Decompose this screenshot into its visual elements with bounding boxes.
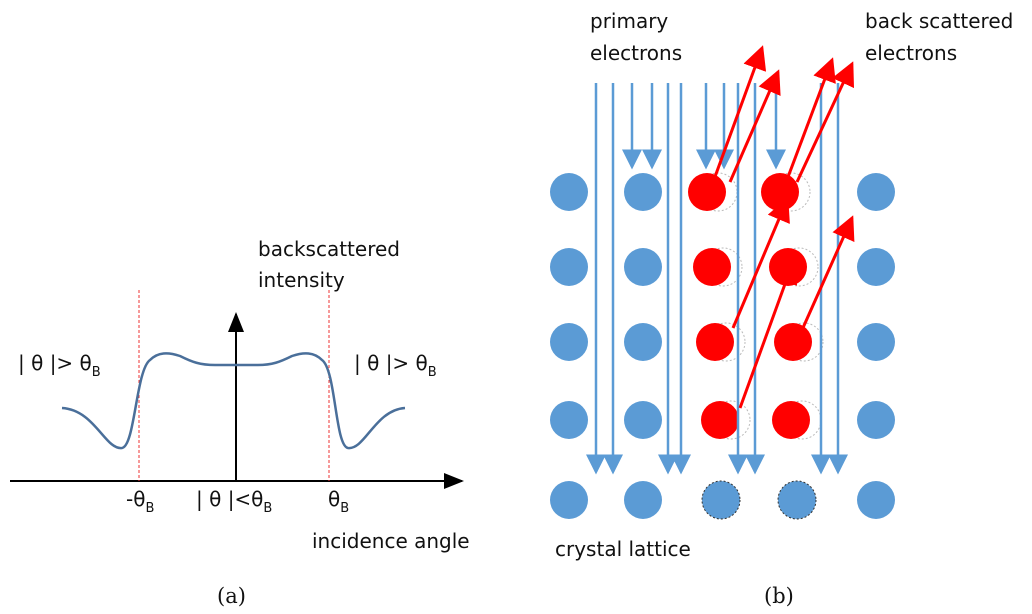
atom [857,481,895,519]
atom [550,401,588,439]
tick-label: -θB [126,487,154,516]
displaced-atom [761,173,799,211]
label: primary [590,9,668,33]
y-label: backscattered [258,237,400,261]
panel-b: primary electrons back scattered electro… [550,9,1013,608]
atom [778,481,816,519]
atom [624,481,662,519]
atom [550,323,588,361]
label: back scattered [865,9,1013,33]
panel-a: backscattered intensity | θ |> θB | θ |>… [10,237,470,608]
atom [550,173,588,211]
atom [624,173,662,211]
scatter-arrow [802,218,852,330]
displaced-atom [696,323,734,361]
atom [624,401,662,439]
displaced-atom [688,173,726,211]
atom [857,323,895,361]
atom [550,248,588,286]
x-label: incidence angle [312,529,470,553]
atom [857,401,895,439]
figure: backscattered intensity | θ |> θB | θ |>… [0,0,1032,614]
label: electrons [590,41,682,65]
label: electrons [865,41,957,65]
tick-label: θB [328,487,349,516]
caption: (b) [764,584,794,608]
label: crystal lattice [555,537,691,561]
displaced-atom [693,248,731,286]
region-label: | θ |> θB [18,351,101,380]
atom [857,173,895,211]
atom [624,323,662,361]
region-label: | θ |<θB [196,487,272,516]
displaced-atom [701,401,739,439]
atom [550,481,588,519]
atom [624,248,662,286]
displaced-atom [772,401,810,439]
region-label: | θ |> θB [354,351,437,380]
displaced-atom [769,248,807,286]
atom [857,248,895,286]
displaced-atom [774,323,812,361]
atom [702,481,740,519]
y-label: intensity [258,268,345,292]
caption: (a) [217,584,246,608]
